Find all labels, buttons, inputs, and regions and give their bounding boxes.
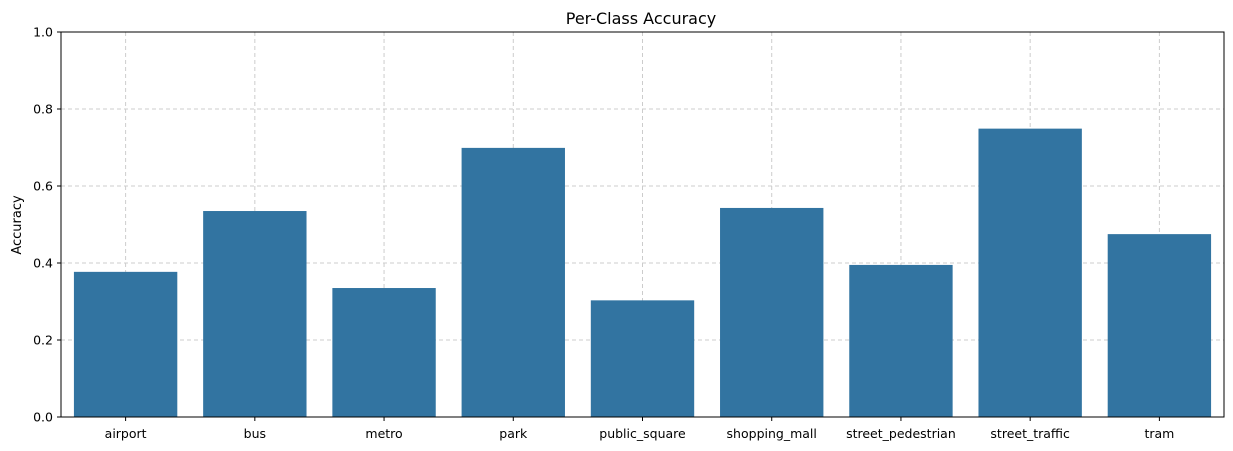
x-tick-label: airport <box>105 426 147 441</box>
x-tick-label: park <box>499 426 528 441</box>
bar-street-traffic <box>978 128 1082 417</box>
x-tick-label: street_traffic <box>990 426 1070 441</box>
y-tick-label: 0.6 <box>33 179 53 194</box>
y-tick-label: 0.2 <box>33 333 53 348</box>
x-tick-label: public_square <box>599 426 686 441</box>
x-tick-label: street_pedestrian <box>846 426 956 441</box>
bar-park <box>461 147 565 417</box>
bar-bus <box>203 211 307 417</box>
bar-layer <box>73 128 1212 417</box>
y-tick-label: 0.4 <box>33 256 53 271</box>
x-tick-label: shopping_mall <box>727 426 817 441</box>
y-tick-label: 0.0 <box>33 410 53 425</box>
y-axis-title: Accuracy <box>10 195 25 255</box>
plot-frame <box>60 31 1225 418</box>
bar-shopping-mall <box>720 207 824 417</box>
bar-metro <box>332 288 436 417</box>
x-tick-label: metro <box>365 426 402 441</box>
bar-tram <box>1107 234 1212 417</box>
y-tick-label: 0.8 <box>33 102 53 117</box>
chart-title: Per-Class Accuracy <box>566 9 716 28</box>
bar-airport <box>73 271 178 417</box>
bar-street-pedestrian <box>849 264 953 417</box>
x-tick-label: tram <box>1144 426 1174 441</box>
y-tick-label: 1.0 <box>33 25 53 40</box>
x-tick-label: bus <box>244 426 266 441</box>
tick-layer: 0.0 0.2 0.4 0.6 0.8 1.0 airport bus metro park pub… <box>33 25 1174 442</box>
bar-public-square <box>590 300 695 417</box>
